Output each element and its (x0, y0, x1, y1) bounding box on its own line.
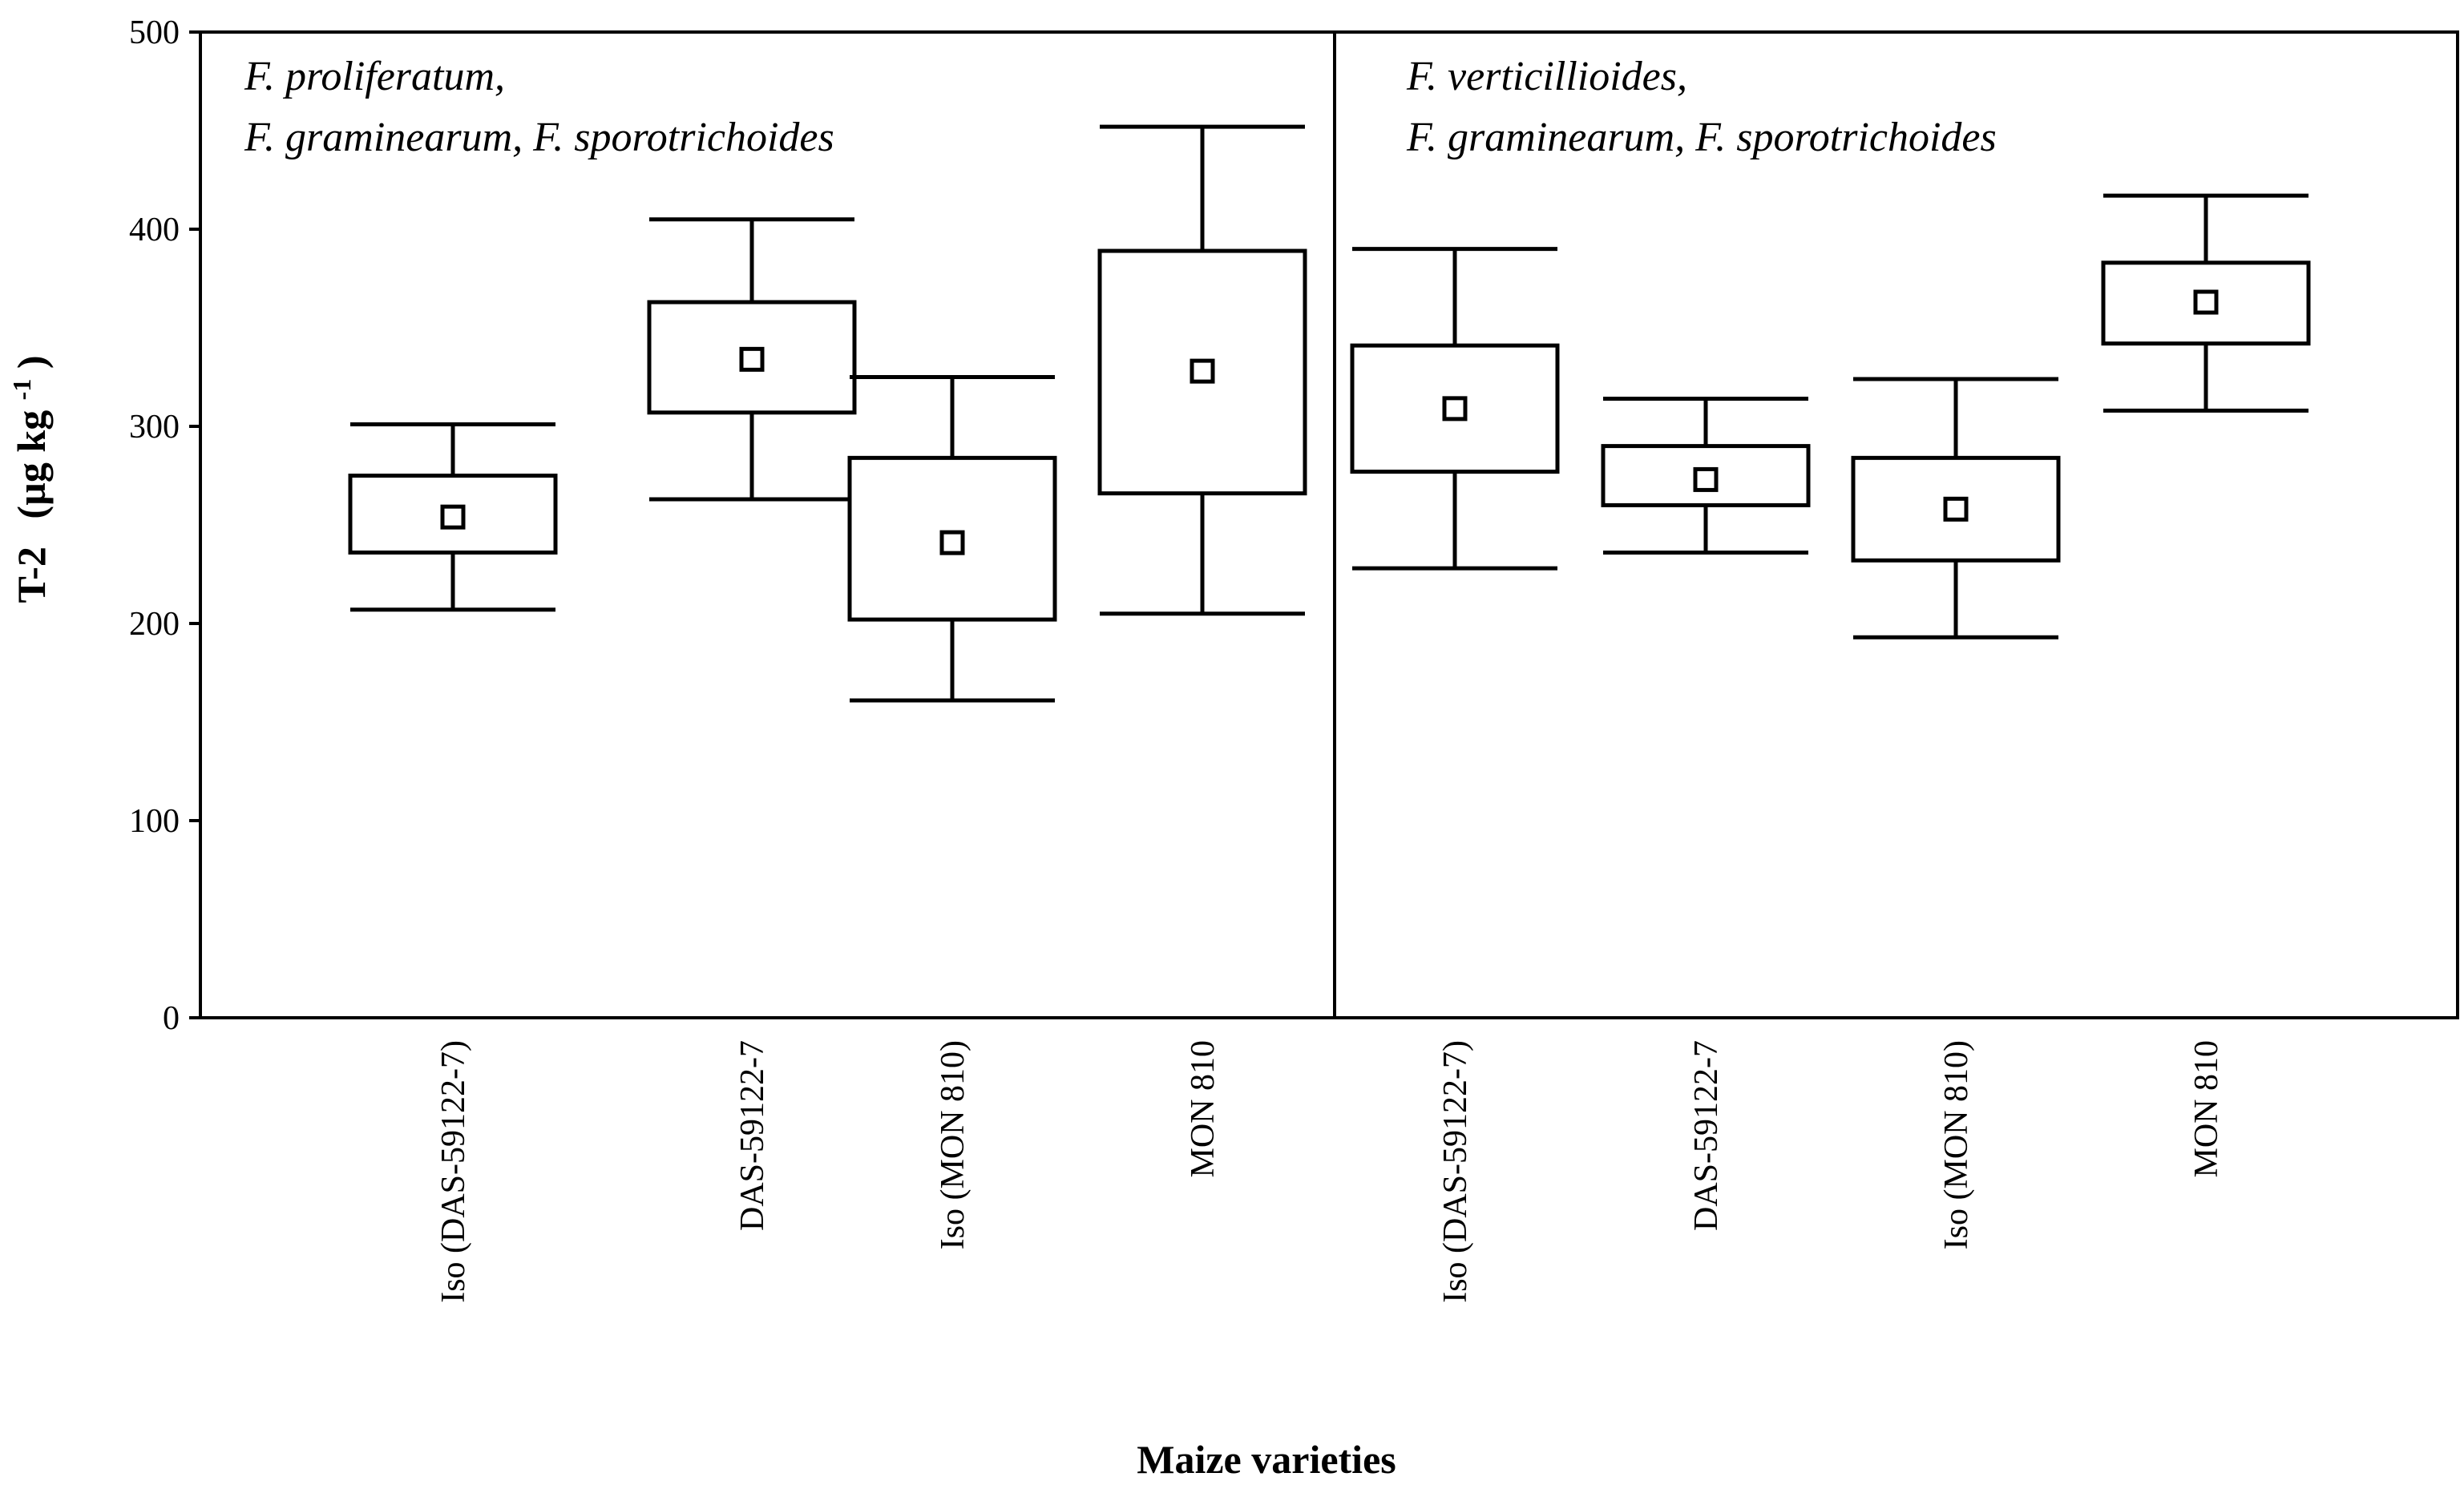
y-tick-label-100: 100 (129, 803, 180, 840)
category-label-p1-c3: Iso (MON 810) (935, 1040, 971, 1249)
mean-marker-p2-c1 (1442, 396, 1468, 422)
mean-marker-p2-c3 (1943, 496, 1969, 522)
plot-area (189, 30, 2459, 1019)
y-tick-label-0: 0 (163, 1000, 180, 1037)
y-tick-label-200: 200 (129, 606, 180, 643)
category-label-p2-c3: Iso (MON 810) (1938, 1040, 1975, 1249)
y-axis-title-main: T-2 (9, 547, 54, 603)
category-label-p2-c4: MON 810 (2188, 1040, 2225, 1178)
y-tick-label-400: 400 (129, 212, 180, 248)
category-label-p1-c1: Iso (DAS-59122-7) (435, 1040, 472, 1303)
category-label-p2-c2: DAS-59122-7 (1688, 1040, 1725, 1231)
category-label-p1-c2: DAS-59122-7 (734, 1040, 771, 1231)
plot-frame (199, 30, 2459, 1019)
chart-labels: Maize varieties T-2 (µg kg -1 ) 0 100 200 3… (0, 14, 2225, 1482)
x-axis-title: Maize varieties (1137, 1437, 1396, 1482)
mean-marker-p2-c2 (1693, 466, 1719, 492)
y-axis-title-sup: -1 (7, 379, 36, 401)
mean-marker-p2-c4 (2193, 289, 2219, 315)
category-label-p1-c4: MON 810 (1185, 1040, 1222, 1178)
y-axis-title-unit: (µg kg (9, 410, 54, 519)
panel-2-label-line-2: F. graminearum, F. sporotrichoides (1406, 115, 1997, 160)
mean-marker-p1-c1 (440, 504, 466, 530)
mean-marker-p1-c3 (939, 530, 965, 555)
panel-2-label-line-1: F. verticillioides, (1406, 54, 1687, 99)
y-tick-label-300: 300 (129, 409, 180, 446)
panel-1-label-line-2: F. graminearum, F. sporotrichoides (244, 115, 834, 160)
mean-marker-p1-c2 (739, 346, 765, 372)
y-axis-title-close: ) (9, 355, 54, 369)
panel-1-label-line-1: F. proliferatum, (244, 54, 505, 99)
chart-marks (348, 124, 2311, 703)
y-tick-label-500: 500 (129, 14, 180, 51)
box-p1-c2 (647, 300, 857, 415)
mean-marker-p1-c4 (1190, 358, 1215, 384)
category-label-p2-c1: Iso (DAS-59122-7) (1437, 1040, 1474, 1303)
y-axis-title: T-2 (µg kg -1 ) (0, 355, 54, 603)
